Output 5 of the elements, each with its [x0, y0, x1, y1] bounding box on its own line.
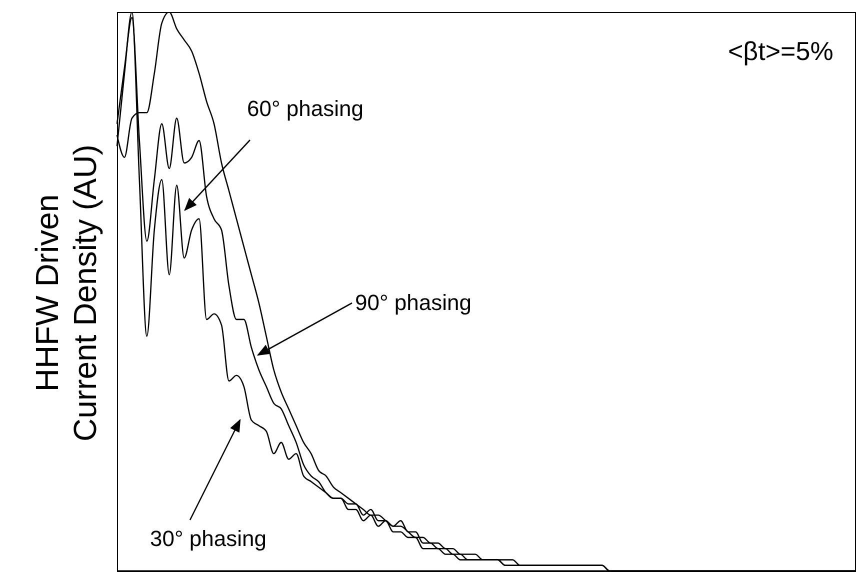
y-axis-title: HHFW Driven Current Density (AU)	[28, 144, 104, 442]
annotation: 60° phasing	[247, 96, 364, 122]
annotation: 90° phasing	[355, 290, 472, 316]
annotation: <βt>=5%	[728, 36, 834, 67]
annotation: 30° phasing	[150, 526, 266, 552]
